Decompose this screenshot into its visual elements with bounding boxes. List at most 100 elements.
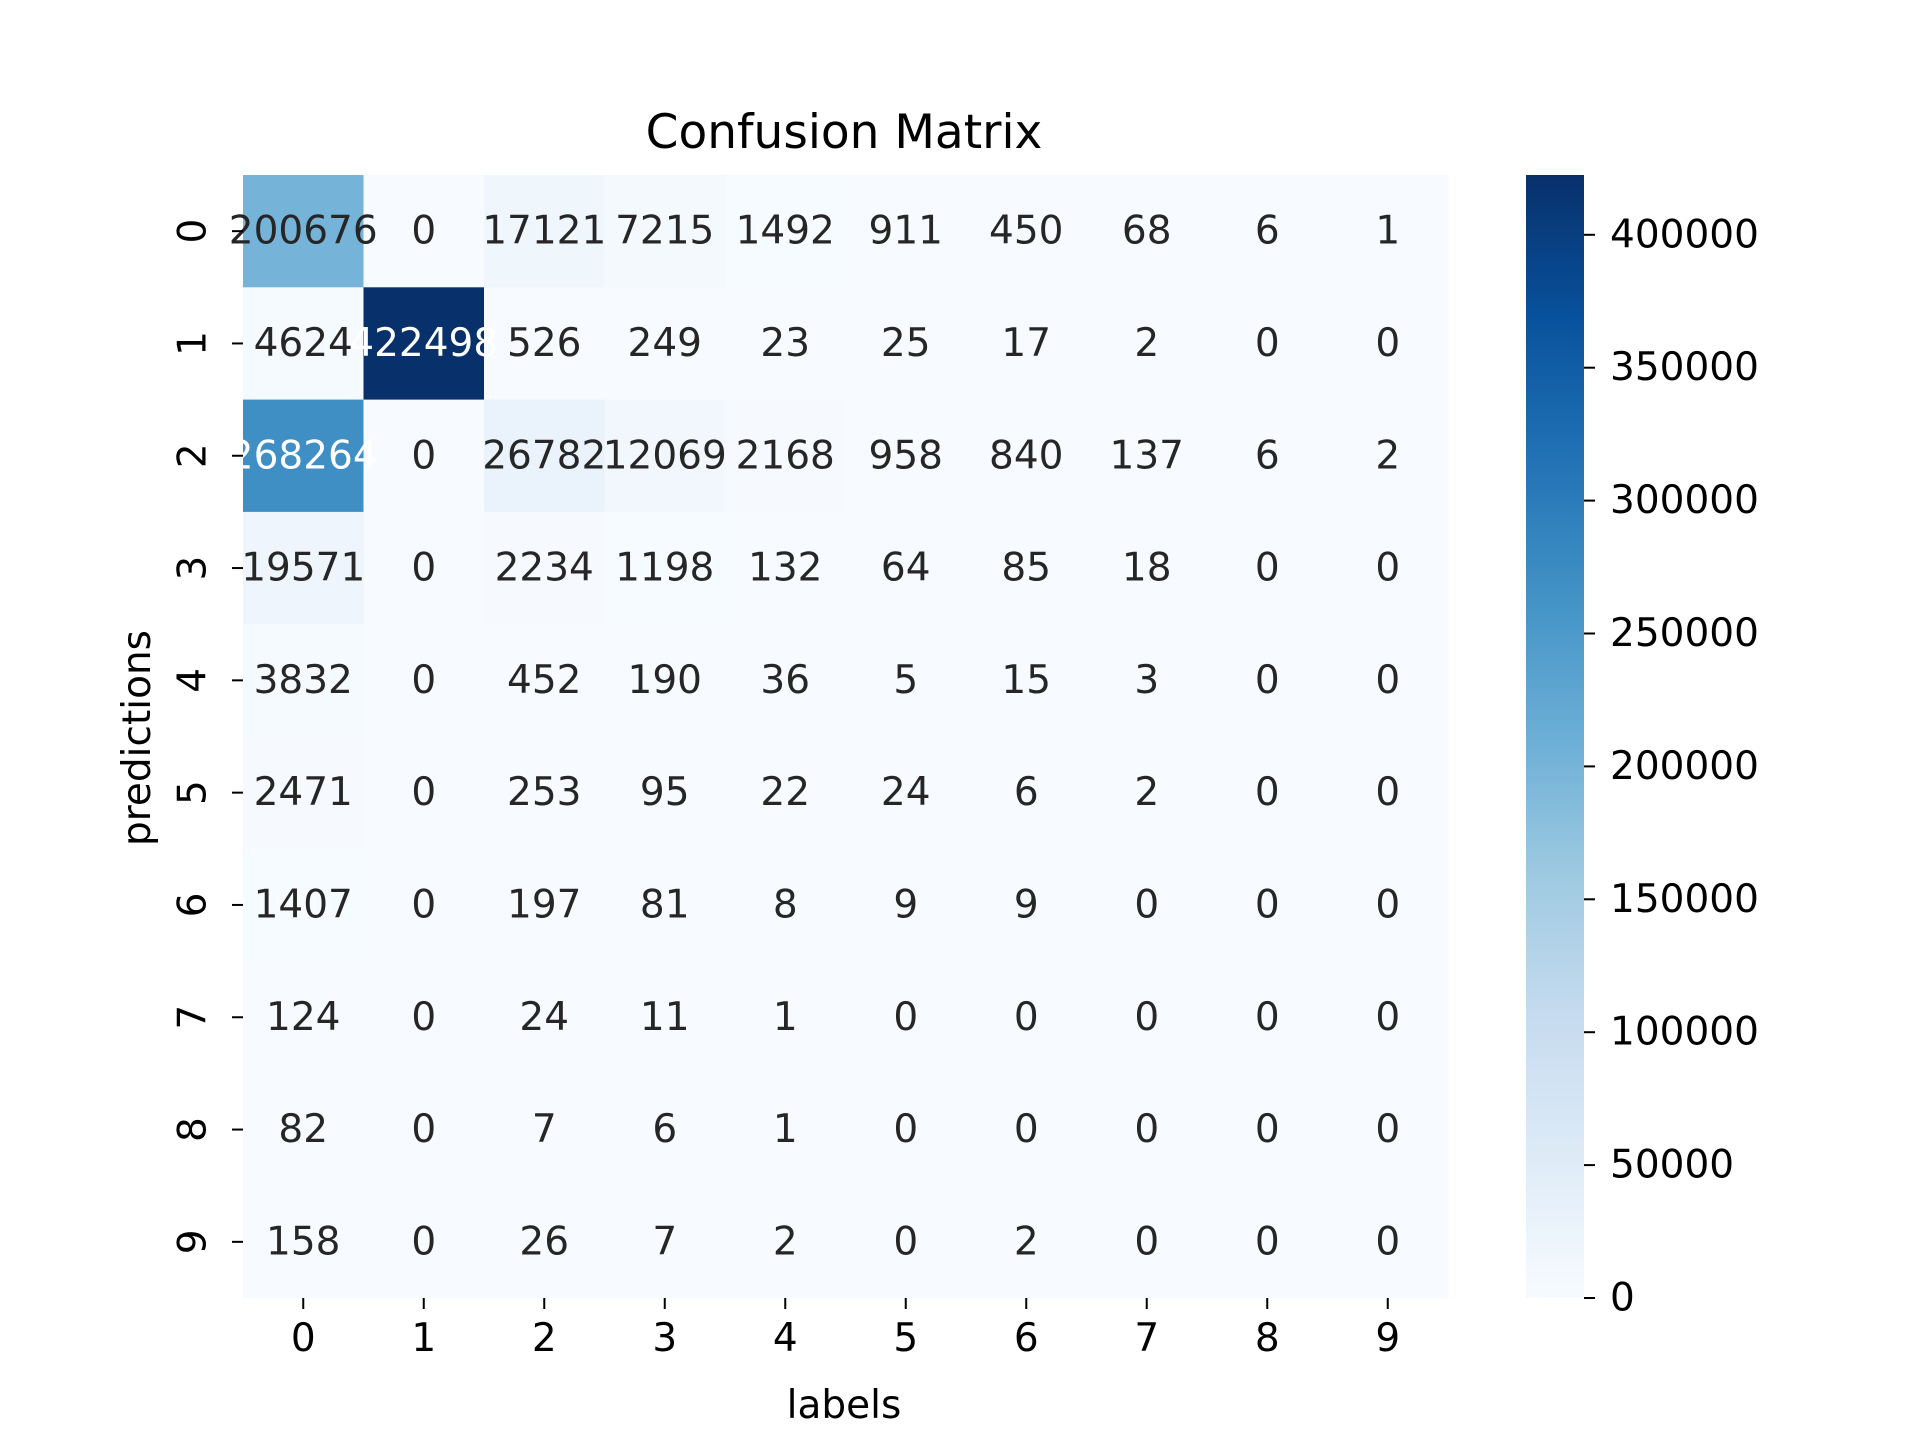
heatmap-cell-r3-c0	[243, 511, 364, 625]
cell-value-r7-c7: 0	[1134, 995, 1159, 1040]
cell-value-r5-c1: 0	[411, 770, 436, 815]
heatmap-cell-r6-c8	[1207, 848, 1328, 962]
cell-value-r7-c8: 0	[1255, 995, 1280, 1040]
heatmap-cell-r9-c7	[1086, 1185, 1208, 1299]
cell-value-r9-c8: 0	[1255, 1219, 1280, 1264]
x-tick-label-3: 3	[652, 1316, 677, 1361]
heatmap-cell-r8-c1	[363, 1073, 485, 1187]
colorbar-tick-label-100000: 100000	[1610, 1010, 1759, 1055]
cell-value-r9-c2: 26	[519, 1219, 569, 1264]
cell-value-r0-c2: 17121	[482, 209, 606, 254]
cell-value-r3-c0: 19571	[241, 546, 365, 591]
heatmap-cell-r7-c5	[845, 961, 967, 1074]
heatmap-cell-r1-c2	[484, 287, 605, 401]
cell-value-r0-c5: 911	[869, 209, 943, 254]
heatmap-cell-r2-c6	[966, 399, 1087, 513]
colorbar-gradient	[1526, 175, 1584, 1298]
heatmap-cell-r0-c8	[1207, 175, 1328, 288]
cell-value-r8-c2: 7	[532, 1107, 557, 1152]
heatmap-cell-r1-c5	[845, 287, 967, 401]
heatmap-cell-r4-c0	[243, 624, 364, 737]
heatmap-cell-r4-c4	[725, 624, 846, 737]
x-tick-label-8: 8	[1255, 1316, 1280, 1361]
cell-value-r3-c7: 18	[1122, 546, 1172, 591]
x-tick-label-1: 1	[411, 1316, 436, 1361]
heatmap-cell-r5-c3	[604, 736, 726, 850]
cell-value-r2-c8: 6	[1255, 433, 1280, 478]
cell-value-r4-c3: 190	[628, 658, 702, 703]
cell-value-r5-c0: 2471	[254, 770, 353, 815]
cell-value-r2-c3: 12069	[603, 433, 727, 478]
y-axis-label: predictions	[115, 630, 160, 846]
heatmap-cell-r6-c1	[363, 848, 485, 962]
cell-value-r3-c8: 0	[1255, 546, 1280, 591]
cell-value-r1-c4: 23	[760, 321, 810, 366]
heatmap-cell-r2-c7	[1086, 399, 1208, 513]
heatmap-cell-r2-c5	[845, 399, 967, 513]
heatmap-cell-r5-c8	[1207, 736, 1328, 850]
colorbar-tick-label-300000: 300000	[1610, 478, 1759, 523]
cell-value-r6-c7: 0	[1134, 882, 1159, 927]
cell-value-r9-c3: 7	[652, 1219, 677, 1264]
cell-value-r4-c5: 5	[893, 658, 918, 703]
cell-value-r2-c0: 268264	[229, 433, 378, 478]
cell-value-r7-c4: 1	[773, 995, 798, 1040]
heatmap-cell-r5-c7	[1086, 736, 1208, 850]
heatmap-cell-r6-c0	[243, 848, 364, 962]
x-tick-label-2: 2	[532, 1316, 557, 1361]
heatmap-cell-r7-c6	[966, 961, 1087, 1074]
heatmap-cell-r6-c7	[1086, 848, 1208, 962]
heatmap-cell-r9-c3	[604, 1185, 726, 1299]
heatmap-cell-r8-c7	[1086, 1073, 1208, 1187]
heatmap-cell-r4-c3	[604, 624, 726, 737]
heatmap-cell-r8-c5	[845, 1073, 967, 1187]
heatmap-cell-r0-c7	[1086, 175, 1208, 288]
cell-value-r4-c9: 0	[1375, 658, 1400, 703]
x-axis-label: labels	[787, 1383, 902, 1428]
cell-value-r2-c7: 137	[1110, 433, 1184, 478]
heatmap-cell-r9-c6	[966, 1185, 1087, 1299]
y-tick-label-5: 5	[171, 780, 216, 805]
heatmap-cell-r4-c1	[363, 624, 485, 737]
heatmap-cell-r8-c2	[484, 1073, 605, 1187]
cell-value-r0-c8: 6	[1255, 209, 1280, 254]
cell-value-r2-c6: 840	[989, 433, 1063, 478]
y-tick-label-3: 3	[171, 556, 216, 581]
heatmap-cell-r5-c2	[484, 736, 605, 850]
cell-value-r4-c4: 36	[760, 658, 810, 703]
cell-value-r1-c3: 249	[628, 321, 702, 366]
heatmap-cell-r0-c4	[725, 175, 846, 288]
cell-value-r4-c2: 452	[507, 658, 581, 703]
cell-value-r3-c3: 1198	[615, 546, 714, 591]
cell-value-r7-c5: 0	[893, 995, 918, 1040]
y-tick-label-7: 7	[171, 1005, 216, 1030]
heatmap-cell-r8-c9	[1327, 1073, 1449, 1187]
heatmap-cell-r7-c8	[1207, 961, 1328, 1074]
heatmap-cell-r8-c3	[604, 1073, 726, 1187]
cell-value-r7-c1: 0	[411, 995, 436, 1040]
heatmap-cell-r5-c0	[243, 736, 364, 850]
heatmap-cell-r0-c9	[1327, 175, 1449, 288]
cell-value-r7-c6: 0	[1014, 995, 1039, 1040]
heatmap-cell-r9-c5	[845, 1185, 967, 1299]
cell-value-r9-c5: 0	[893, 1219, 918, 1264]
x-axis: 0 1 2 3 4 5 6 7 8 9	[291, 1298, 1400, 1361]
heatmap-cell-r7-c3	[604, 961, 726, 1074]
colorbar-tick-label-350000: 350000	[1610, 345, 1759, 390]
heatmap-cell-r4-c5	[845, 624, 967, 737]
heatmap-cell-r4-c2	[484, 624, 605, 737]
heatmap-cell-r9-c1	[363, 1185, 485, 1299]
heatmap-cell-r4-c9	[1327, 624, 1449, 737]
heatmap-cell-r7-c4	[725, 961, 846, 1074]
x-tick-label-4: 4	[773, 1316, 798, 1361]
cell-value-r3-c2: 2234	[495, 546, 594, 591]
heatmap-cell-r3-c2	[484, 511, 605, 625]
cell-value-r1-c1: 422498	[349, 321, 498, 366]
y-axis: 0 1 2 3 4 5 6 7 8 9	[171, 219, 243, 1254]
heatmap-cell-r7-c9	[1327, 961, 1449, 1074]
heatmap-cell-r8-c8	[1207, 1073, 1328, 1187]
cell-value-r5-c7: 2	[1134, 770, 1159, 815]
cell-value-r2-c1: 0	[411, 433, 436, 478]
cell-value-r0-c4: 1492	[736, 209, 835, 254]
colorbar-tick-label-0: 0	[1610, 1276, 1635, 1321]
